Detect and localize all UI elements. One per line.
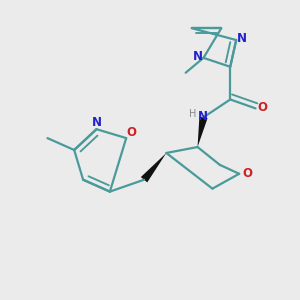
Text: O: O <box>242 167 253 180</box>
Text: N: N <box>236 32 247 45</box>
Polygon shape <box>198 116 208 147</box>
Polygon shape <box>141 153 166 182</box>
Text: O: O <box>257 101 267 114</box>
Text: H: H <box>188 109 196 119</box>
Text: N: N <box>92 116 102 129</box>
Text: N: N <box>198 110 208 123</box>
Text: N: N <box>193 50 203 63</box>
Text: O: O <box>127 126 136 139</box>
